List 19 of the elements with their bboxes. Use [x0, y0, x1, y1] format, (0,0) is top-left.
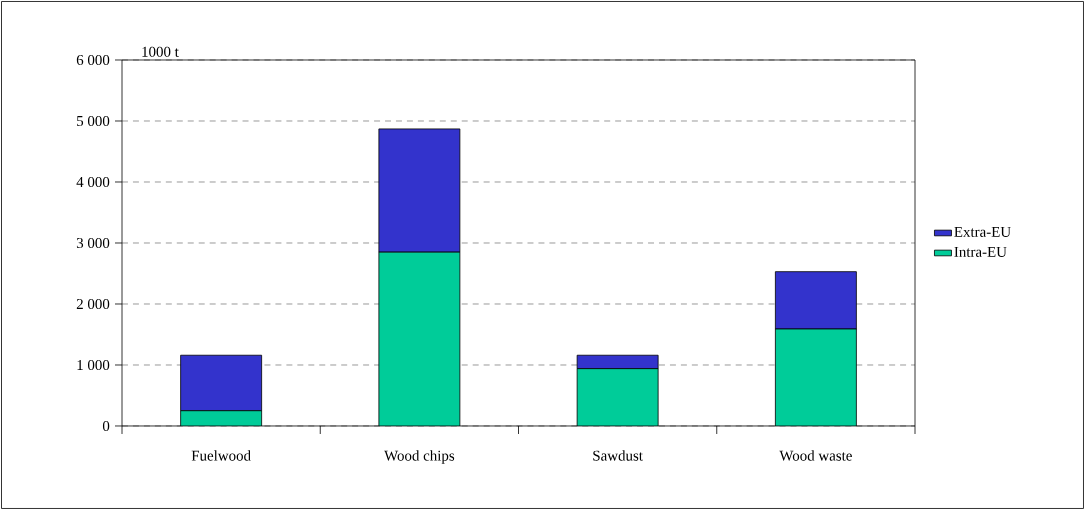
- x-tick-label: Fuelwood: [191, 450, 251, 461]
- y-tick-label: 5 000: [77, 115, 110, 127]
- y-tick-label: 4 000: [76, 176, 110, 188]
- bar: [180, 410, 263, 426]
- legend-label: Extra-EU: [954, 226, 1011, 237]
- bar: [576, 368, 659, 426]
- x-tick-label: Sawdust: [593, 450, 643, 461]
- y-tick-label: 2 000: [76, 298, 110, 310]
- bar: [576, 354, 659, 370]
- x-tick-label: Wood waste: [779, 450, 852, 461]
- bar: [774, 328, 857, 426]
- bar: [378, 251, 461, 426]
- y-tick-label: 6 000: [76, 54, 110, 66]
- legend-label: Intra-EU: [954, 246, 1007, 257]
- x-tick-label: Wood chips: [384, 450, 455, 464]
- y-tick-label: 3 000: [76, 237, 110, 249]
- y-axis-title: 1000 t: [142, 46, 179, 57]
- y-tick-label: 0: [102, 420, 110, 432]
- y-tick-label: 1 000: [77, 359, 110, 371]
